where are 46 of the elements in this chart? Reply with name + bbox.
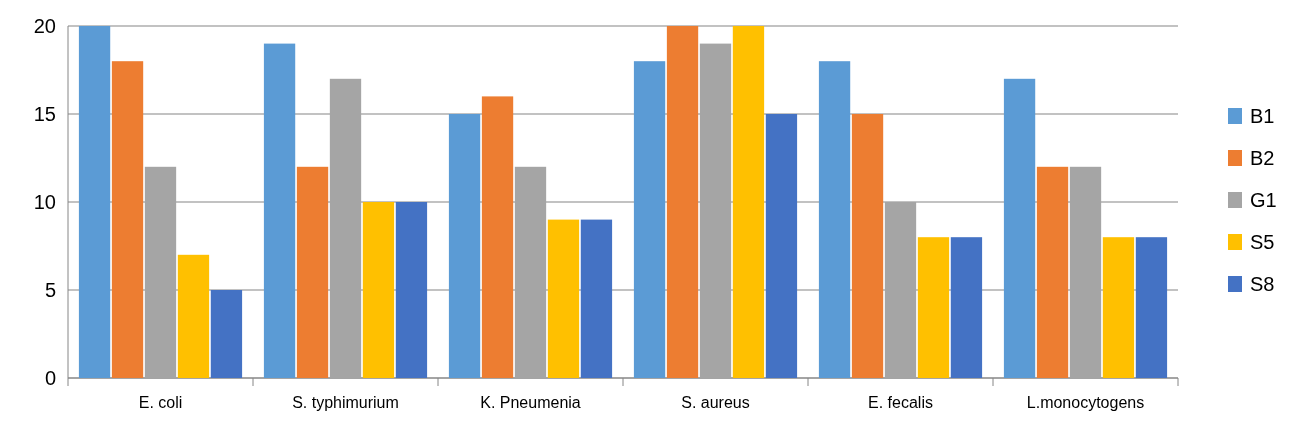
x-tick-label: E. fecalis xyxy=(868,394,933,411)
y-tick-label: 20 xyxy=(33,15,56,37)
bar xyxy=(362,202,395,378)
bar xyxy=(177,254,210,378)
bar xyxy=(514,166,547,378)
x-tick-label: L.monocytogens xyxy=(1026,394,1145,411)
legend-label: S8 xyxy=(1250,273,1275,295)
y-tick-label: 10 xyxy=(33,191,56,213)
bar xyxy=(111,61,144,378)
bar xyxy=(884,202,917,378)
bar xyxy=(851,114,884,378)
bar xyxy=(448,114,481,378)
bar xyxy=(633,61,666,378)
bar xyxy=(329,78,362,378)
bar xyxy=(144,166,177,378)
legend-label: B1 xyxy=(1250,105,1275,127)
legend-label: B2 xyxy=(1250,147,1275,169)
bar xyxy=(395,202,428,378)
x-tick-label: S. typhimurium xyxy=(292,394,399,411)
x-tick-label: S. aureus xyxy=(681,394,750,411)
bar xyxy=(263,43,296,378)
bar xyxy=(210,290,243,378)
bar xyxy=(481,96,514,378)
bar xyxy=(950,237,983,378)
legend-label: G1 xyxy=(1250,189,1277,211)
legend-label: S5 xyxy=(1250,231,1275,253)
bar xyxy=(699,43,732,378)
y-tick-label: 5 xyxy=(44,279,56,301)
bar xyxy=(580,219,613,378)
x-tick-label: E. coli xyxy=(138,394,183,411)
x-tick-label: K. Pneumenia xyxy=(480,394,581,411)
bar xyxy=(296,166,329,378)
bar xyxy=(1069,166,1102,378)
bar xyxy=(1003,78,1036,378)
bar xyxy=(666,26,699,378)
bar xyxy=(732,26,765,378)
bar xyxy=(1036,166,1069,378)
bar xyxy=(917,237,950,378)
bar xyxy=(1135,237,1168,378)
y-tick-label: 0 xyxy=(44,367,56,389)
bar xyxy=(78,26,111,378)
bar xyxy=(547,219,580,378)
bar xyxy=(1102,237,1135,378)
bar xyxy=(818,61,851,378)
bar xyxy=(765,114,798,378)
y-tick-label: 15 xyxy=(33,103,56,125)
